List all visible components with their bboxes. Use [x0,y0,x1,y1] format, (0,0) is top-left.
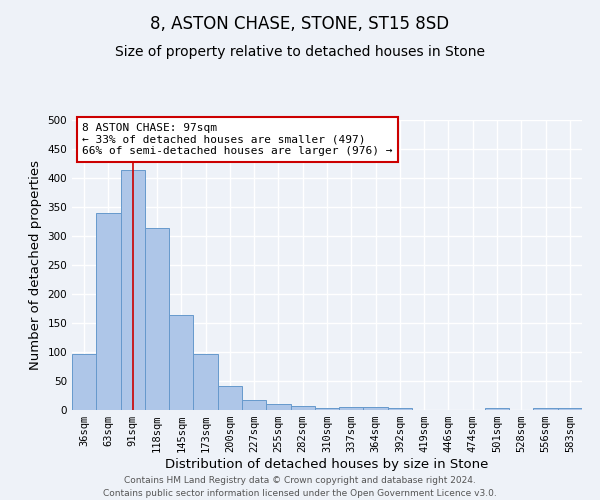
Bar [145,228,169,410]
Text: 8 ASTON CHASE: 97sqm
← 33% of detached houses are smaller (497)
66% of semi-deta: 8 ASTON CHASE: 97sqm ← 33% of detached h… [82,123,392,156]
Text: Contains HM Land Registry data © Crown copyright and database right 2024.
Contai: Contains HM Land Registry data © Crown c… [103,476,497,498]
Bar [533,408,558,410]
Text: Size of property relative to detached houses in Stone: Size of property relative to detached ho… [115,45,485,59]
Text: 8, ASTON CHASE, STONE, ST15 8SD: 8, ASTON CHASE, STONE, ST15 8SD [151,15,449,33]
Bar [266,404,290,410]
Bar [290,406,315,410]
Bar [72,354,96,410]
Bar [364,406,388,410]
Bar [315,408,339,410]
Bar [485,408,509,410]
Bar [242,400,266,410]
Bar [339,407,364,410]
Y-axis label: Number of detached properties: Number of detached properties [29,160,42,370]
Bar [169,316,193,410]
Bar [558,408,582,410]
Bar [388,408,412,410]
Bar [121,170,145,410]
X-axis label: Distribution of detached houses by size in Stone: Distribution of detached houses by size … [166,458,488,471]
Bar [193,354,218,410]
Bar [218,386,242,410]
Bar [96,213,121,410]
